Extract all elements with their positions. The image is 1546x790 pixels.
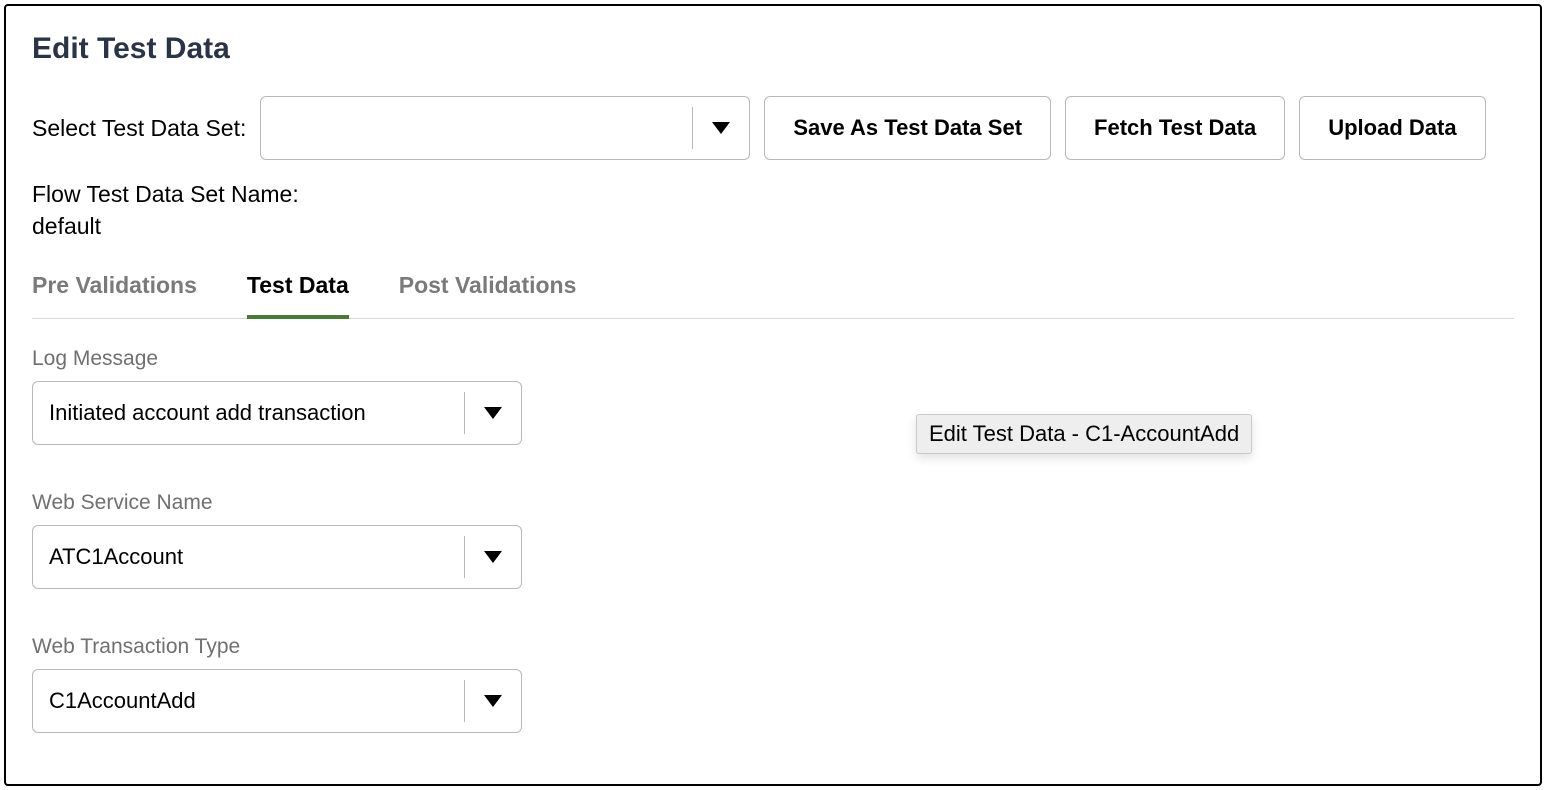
field-web-transaction-type: Web Transaction Type C1AccountAdd [32,635,1514,733]
top-row: Select Test Data Set: Save As Test Data … [32,96,1514,160]
field-web-service-name: Web Service Name ATC1Account [32,491,1514,589]
fetch-test-data-button[interactable]: Fetch Test Data [1065,96,1285,160]
web-service-name-dropdown[interactable]: ATC1Account [32,525,522,589]
select-test-data-set-value [261,97,692,159]
upload-data-button[interactable]: Upload Data [1299,96,1485,160]
select-test-data-set-label: Select Test Data Set: [32,115,246,142]
chevron-down-icon [465,670,521,732]
web-service-name-label: Web Service Name [32,491,1514,515]
tab-test-data[interactable]: Test Data [247,272,349,319]
tab-pre-validations[interactable]: Pre Validations [32,272,197,319]
field-log-message: Log Message Initiated account add transa… [32,347,1514,445]
save-as-test-data-set-button[interactable]: Save As Test Data Set [764,96,1051,160]
web-service-name-value: ATC1Account [33,526,464,588]
tooltip-edit-test-data: Edit Test Data - C1-AccountAdd [916,414,1252,454]
flow-test-data-set-name-label: Flow Test Data Set Name: [32,178,1514,210]
flow-test-data-set-name-value: default [32,210,1514,242]
web-transaction-type-dropdown[interactable]: C1AccountAdd [32,669,522,733]
web-transaction-type-value: C1AccountAdd [33,670,464,732]
log-message-label: Log Message [32,347,1514,371]
tab-post-validations[interactable]: Post Validations [399,272,577,319]
log-message-value: Initiated account add transaction [33,382,464,444]
flow-test-data-set-name: Flow Test Data Set Name: default [32,178,1514,242]
page-title: Edit Test Data [32,32,1514,66]
log-message-dropdown[interactable]: Initiated account add transaction [32,381,522,445]
web-transaction-type-label: Web Transaction Type [32,635,1514,659]
chevron-down-icon [465,382,521,444]
tabs: Pre Validations Test Data Post Validatio… [32,272,1514,319]
chevron-down-icon [693,97,749,159]
select-test-data-set-dropdown[interactable] [260,96,750,160]
chevron-down-icon [465,526,521,588]
edit-test-data-panel: Edit Test Data Select Test Data Set: Sav… [4,4,1542,786]
